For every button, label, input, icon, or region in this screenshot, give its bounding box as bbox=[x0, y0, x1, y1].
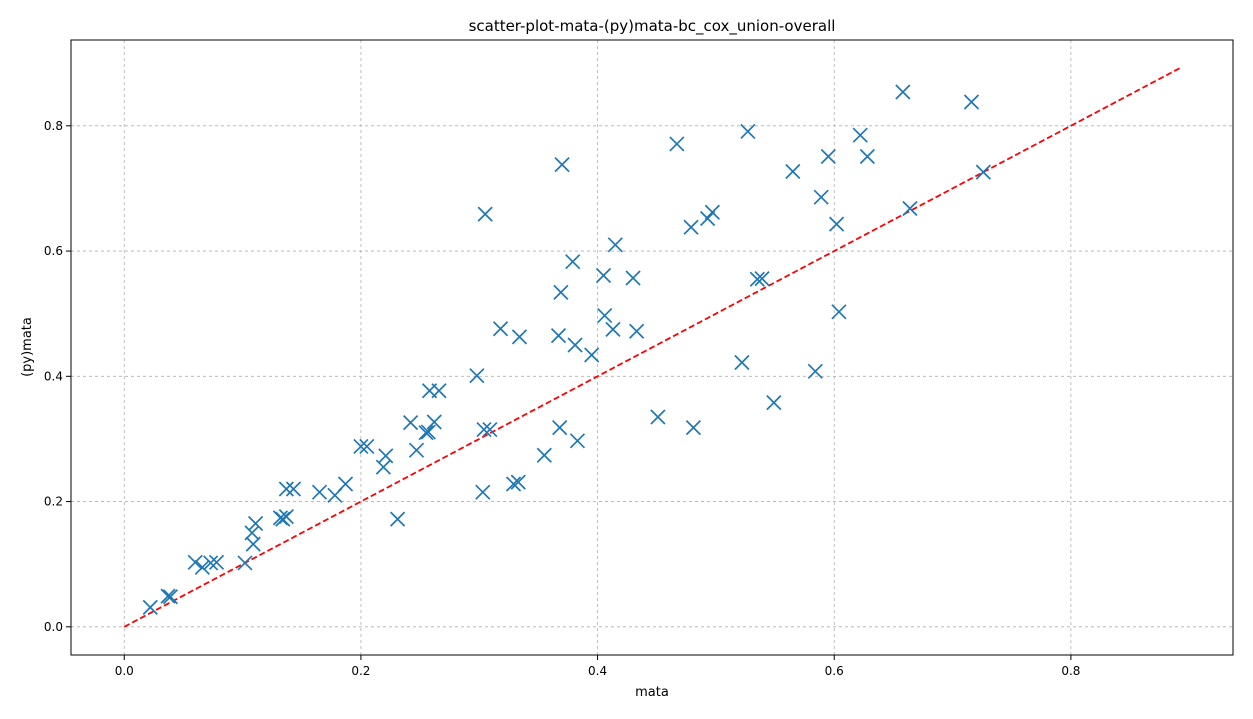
data-point bbox=[160, 588, 176, 604]
data-point bbox=[807, 363, 823, 379]
data-point bbox=[337, 476, 354, 492]
data-point bbox=[194, 559, 210, 575]
x-axis-label: mata bbox=[635, 685, 669, 700]
data-point bbox=[963, 94, 980, 110]
x-tick-label: 0.2 bbox=[351, 664, 370, 678]
data-point bbox=[975, 164, 991, 180]
data-point bbox=[278, 481, 294, 497]
data-point bbox=[359, 438, 375, 455]
data-point bbox=[607, 237, 623, 253]
data-point bbox=[403, 415, 419, 431]
data-point bbox=[285, 481, 302, 497]
y-axis-label: (py)mata bbox=[20, 317, 35, 377]
data-point bbox=[469, 368, 485, 384]
data-point bbox=[650, 409, 666, 425]
data-point bbox=[554, 157, 570, 173]
reference-line bbox=[123, 66, 1182, 628]
x-axis-ticks: 0.0 0.2 0.4 0.6 0.8 bbox=[115, 655, 1080, 678]
data-point bbox=[311, 484, 328, 500]
data-point bbox=[567, 337, 583, 353]
data-point bbox=[187, 554, 203, 570]
x-tick-label: 0.4 bbox=[588, 664, 607, 678]
data-point bbox=[408, 442, 425, 458]
data-point bbox=[625, 270, 641, 286]
data-point bbox=[683, 219, 699, 235]
data-point bbox=[700, 210, 716, 227]
data-point bbox=[902, 200, 918, 217]
data-point bbox=[353, 438, 369, 455]
y-tick-label: 0.6 bbox=[44, 244, 63, 258]
data-point bbox=[749, 271, 765, 287]
data-point bbox=[552, 420, 568, 436]
data-point bbox=[597, 307, 613, 324]
y-tick-label: 0.4 bbox=[44, 369, 63, 383]
data-point bbox=[766, 395, 782, 411]
x-tick-label: 0.6 bbox=[825, 664, 844, 678]
data-point bbox=[426, 414, 442, 430]
data-point bbox=[142, 599, 158, 616]
data-point bbox=[476, 421, 492, 438]
data-point bbox=[278, 508, 294, 525]
data-point bbox=[550, 327, 567, 344]
data-point bbox=[420, 424, 436, 440]
data-point bbox=[511, 329, 528, 345]
data-point bbox=[895, 84, 911, 100]
data-point bbox=[734, 354, 750, 371]
data-point bbox=[740, 123, 756, 140]
data-point bbox=[245, 536, 261, 552]
data-point bbox=[482, 421, 498, 438]
chart-title: scatter-plot-mata-(py)mata-bc_cox_union-… bbox=[469, 17, 836, 36]
data-point bbox=[378, 448, 394, 464]
data-point bbox=[754, 271, 770, 287]
y-tick-label: 0.0 bbox=[44, 620, 63, 634]
data-point bbox=[704, 204, 720, 220]
data-point bbox=[431, 383, 447, 399]
x-tick-label: 0.0 bbox=[115, 664, 134, 678]
data-point bbox=[828, 216, 845, 232]
data-point bbox=[162, 589, 178, 605]
plot-frame bbox=[70, 39, 1234, 656]
data-point bbox=[813, 189, 829, 205]
data-point bbox=[475, 484, 491, 500]
data-point bbox=[203, 555, 219, 571]
data-point bbox=[605, 321, 621, 337]
data-point bbox=[477, 206, 493, 222]
data-point bbox=[247, 515, 264, 532]
data-point bbox=[505, 476, 522, 492]
data-point bbox=[553, 284, 569, 300]
data-point bbox=[629, 323, 645, 339]
points-layer bbox=[142, 84, 991, 616]
data-point bbox=[685, 420, 702, 436]
data-point bbox=[584, 347, 600, 363]
data-point bbox=[389, 511, 406, 527]
grid-layer bbox=[71, 40, 1233, 655]
data-point bbox=[820, 148, 836, 165]
data-point bbox=[492, 321, 509, 337]
data-point bbox=[569, 433, 586, 449]
data-point bbox=[859, 148, 875, 165]
data-point bbox=[595, 267, 612, 284]
data-point bbox=[852, 127, 868, 143]
data-point bbox=[418, 425, 434, 441]
x-tick-label: 0.8 bbox=[1061, 664, 1080, 678]
reference-line-layer bbox=[123, 66, 1182, 628]
data-point bbox=[510, 474, 526, 490]
data-point bbox=[831, 304, 847, 320]
data-point bbox=[785, 163, 801, 180]
y-axis-ticks: 0.0 0.2 0.4 0.6 0.8 bbox=[44, 119, 71, 634]
data-point bbox=[669, 136, 685, 152]
data-point bbox=[237, 555, 253, 571]
data-point bbox=[536, 447, 552, 463]
y-tick-label: 0.2 bbox=[44, 495, 63, 509]
data-point bbox=[208, 554, 225, 570]
y-tick-label: 0.8 bbox=[44, 119, 63, 133]
data-point bbox=[565, 254, 581, 270]
